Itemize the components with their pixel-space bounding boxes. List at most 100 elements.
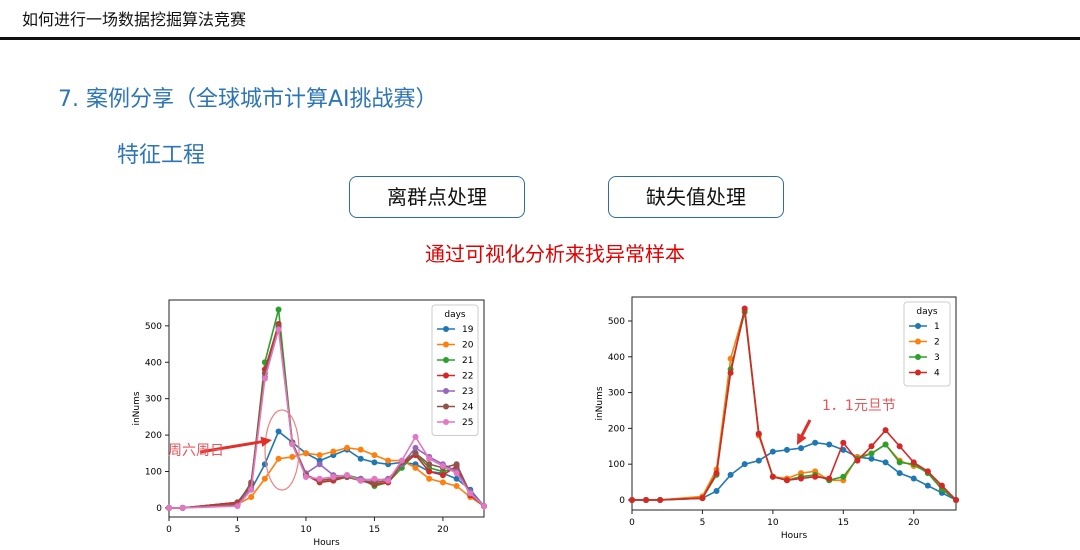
data-point	[412, 450, 419, 457]
x-tick-label: 15	[369, 525, 380, 535]
data-point	[910, 475, 917, 482]
y-tick-label: 200	[608, 424, 625, 434]
chart: 0 5 10 15 200100200300400500HoursinNumsdays1…	[595, 296, 959, 541]
data-point	[882, 427, 889, 434]
data-point	[248, 493, 255, 500]
data-point	[453, 470, 460, 477]
legend-label: 23	[462, 387, 473, 397]
data-point	[882, 441, 889, 448]
y-tick-label: 100	[145, 467, 162, 477]
data-point	[398, 457, 405, 464]
data-point	[371, 452, 378, 459]
annotation-arrowhead	[260, 436, 272, 447]
y-tick-label: 400	[145, 358, 162, 368]
data-point	[302, 450, 309, 457]
data-point	[868, 443, 875, 450]
legend-swatch-marker	[443, 403, 449, 410]
data-point	[896, 443, 903, 450]
data-point	[261, 475, 268, 482]
annotation-text: 周六周日	[168, 443, 224, 459]
y-tick-label: 300	[145, 395, 162, 405]
data-point	[840, 473, 847, 480]
x-axis-label: Hours	[781, 531, 808, 541]
legend-label: 2	[934, 338, 940, 348]
legend-swatch-marker	[443, 357, 449, 363]
legend-box	[431, 304, 479, 436]
y-tick-label: 300	[608, 389, 625, 399]
plot-frame	[168, 299, 485, 518]
legend-label: 19	[462, 325, 474, 335]
legend-label: 20	[462, 341, 474, 351]
data-point	[713, 470, 720, 477]
data-point	[439, 479, 446, 486]
y-tick-label: 0	[619, 496, 625, 506]
subsection-title: 特征工程	[117, 143, 206, 168]
y-tick-label: 200	[145, 431, 162, 441]
data-point	[699, 495, 706, 502]
y-tick-label: 400	[608, 353, 625, 363]
plot-frame	[631, 296, 957, 511]
data-point	[755, 430, 762, 437]
x-tick-label: 0	[166, 525, 172, 535]
data-point	[741, 461, 748, 468]
data-point	[783, 446, 790, 453]
legend-label: 22	[462, 372, 473, 382]
data-line	[632, 308, 957, 501]
x-tick-label: 20	[437, 525, 449, 535]
data-point	[840, 439, 847, 446]
data-point	[755, 457, 762, 464]
data-point	[481, 503, 487, 510]
data-line	[632, 441, 957, 501]
data-point	[316, 461, 323, 468]
x-tick-label: 15	[838, 518, 849, 528]
x-tick-label: 10	[300, 525, 312, 535]
data-point	[798, 445, 805, 452]
data-point	[412, 444, 419, 451]
data-point	[812, 473, 819, 480]
x-tick-label: 20	[908, 518, 920, 528]
annotation-arrow	[199, 439, 265, 454]
data-point	[467, 490, 474, 497]
data-point	[643, 496, 650, 503]
data-point	[868, 455, 875, 462]
data-point	[385, 477, 392, 484]
data-point	[882, 459, 889, 466]
section-title: 7. 案例分享（全球城市计算AI挑战赛）	[58, 87, 438, 112]
data-point	[371, 475, 378, 482]
data-point	[371, 459, 378, 466]
data-point	[426, 455, 433, 462]
x-tick-label: 0	[629, 518, 635, 528]
data-point	[426, 468, 433, 475]
data-point	[275, 455, 282, 462]
data-point	[357, 446, 364, 453]
data-point	[179, 504, 186, 511]
legend-label: 4	[934, 369, 940, 379]
data-point	[426, 461, 433, 468]
x-tick-label: 10	[767, 518, 779, 528]
header-rule	[0, 37, 1080, 40]
data-point	[412, 433, 419, 440]
y-tick-label: 0	[156, 504, 162, 514]
data-point	[316, 452, 323, 459]
data-point	[812, 439, 819, 446]
button[interactable]: 离群点处理	[349, 176, 525, 218]
data-point	[453, 461, 460, 468]
legend-label: 25	[462, 418, 473, 428]
data-point	[453, 483, 460, 490]
data-point	[344, 444, 351, 451]
data-point	[826, 441, 833, 448]
data-point	[289, 453, 296, 460]
data-point	[248, 486, 255, 493]
legend-swatch-marker	[443, 326, 449, 332]
legend-title: days	[916, 307, 938, 317]
data-point	[412, 464, 419, 471]
annotation-arrow	[799, 419, 812, 439]
data-point	[924, 468, 931, 475]
data-point	[657, 496, 664, 503]
data-point	[741, 305, 748, 312]
data-point	[439, 472, 446, 479]
button[interactable]: 缺失值处理	[608, 176, 784, 218]
legend-label: 21	[462, 356, 473, 366]
legend-label: 24	[462, 403, 474, 413]
legend-box	[903, 301, 951, 387]
